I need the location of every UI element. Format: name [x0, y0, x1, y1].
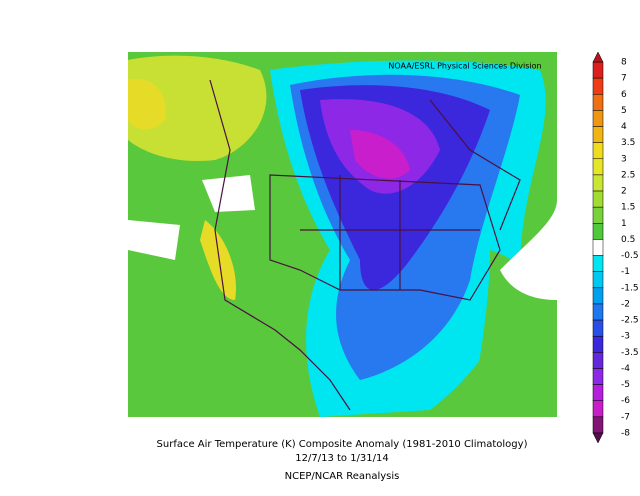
neutral-region — [202, 175, 255, 212]
colorbar-label: -4 — [621, 364, 630, 374]
colorbar-box — [592, 223, 604, 240]
warm-region — [200, 220, 236, 300]
colorbar-label: -0.5 — [621, 251, 639, 261]
colorbar-label: -3 — [621, 332, 630, 342]
colorbar-box — [592, 77, 604, 95]
colorbar-arrow — [592, 432, 604, 444]
colorbar-box — [592, 384, 604, 401]
colorbar-label: 3.5 — [621, 138, 635, 148]
colorbar-box — [592, 142, 604, 160]
colorbar-label: 7 — [621, 74, 627, 84]
colorbar-box — [592, 174, 604, 192]
colorbar-box — [592, 303, 604, 321]
cold-core — [350, 130, 410, 179]
source: NCEP/NCAR Reanalysis — [285, 471, 400, 482]
colorbar-label: 0.5 — [621, 235, 635, 245]
neutral-region — [128, 220, 180, 260]
colorbar-label: -7 — [621, 412, 630, 422]
warm-core — [128, 79, 166, 130]
neutral-region — [500, 200, 557, 300]
colorbar-box — [592, 335, 604, 353]
colorbar-box — [592, 126, 604, 143]
colorbar-label: -1.5 — [621, 283, 639, 293]
map — [128, 52, 557, 417]
colorbar-label: 8 — [621, 58, 627, 68]
colorbar-label: 2.5 — [621, 170, 635, 180]
credit: NOAA/ESRL Physical Sciences Division — [388, 62, 541, 71]
colorbar-box — [592, 239, 604, 256]
colorbar-box — [592, 110, 604, 127]
colorbar-box — [592, 319, 604, 337]
colorbar-box — [592, 400, 604, 418]
colorbar-label: 6 — [621, 90, 627, 100]
colorbar-box — [592, 158, 604, 176]
colorbar-box — [592, 271, 604, 289]
colorbar-label: -3.5 — [621, 348, 639, 358]
colorbar-label: -6 — [621, 396, 630, 406]
warm-region — [128, 55, 267, 161]
colorbar-box — [592, 368, 604, 385]
colorbar-label: -1 — [621, 267, 630, 277]
colorbar-box — [592, 255, 604, 272]
colorbar-box — [592, 190, 604, 208]
colorbar-label: 1.5 — [621, 203, 635, 213]
colorbar-label: 5 — [621, 106, 627, 116]
colorbar: 8 7 6 5 4 3.5 3 2.5 2 1.5 1 0.5 -0.5 -1 -1.5 -2 -2.5 -3 -3… — [592, 51, 639, 444]
boundaries — [209, 79, 521, 411]
colorbar-box — [592, 352, 604, 369]
colorbar-label: -2 — [621, 299, 630, 309]
colorbar-label: -5 — [621, 380, 630, 390]
colorbar-label: 3 — [621, 154, 627, 164]
colorbar-arrow — [592, 51, 604, 63]
colorbar-label: 1 — [621, 219, 627, 229]
colorbar-box — [592, 206, 604, 224]
colorbar-box — [592, 287, 604, 305]
colorbar-box — [592, 416, 604, 434]
dates: 12/7/13 to 1/31/14 — [295, 453, 389, 464]
colorbar-label: 4 — [621, 122, 627, 132]
colorbar-label: 2 — [621, 187, 627, 197]
colorbar-box — [592, 61, 604, 79]
colorbar-label: -8 — [621, 429, 630, 439]
title: Surface Air Temperature (K) Composite An… — [157, 439, 528, 450]
colorbar-label: -2.5 — [621, 316, 639, 326]
colorbar-box — [592, 94, 604, 111]
